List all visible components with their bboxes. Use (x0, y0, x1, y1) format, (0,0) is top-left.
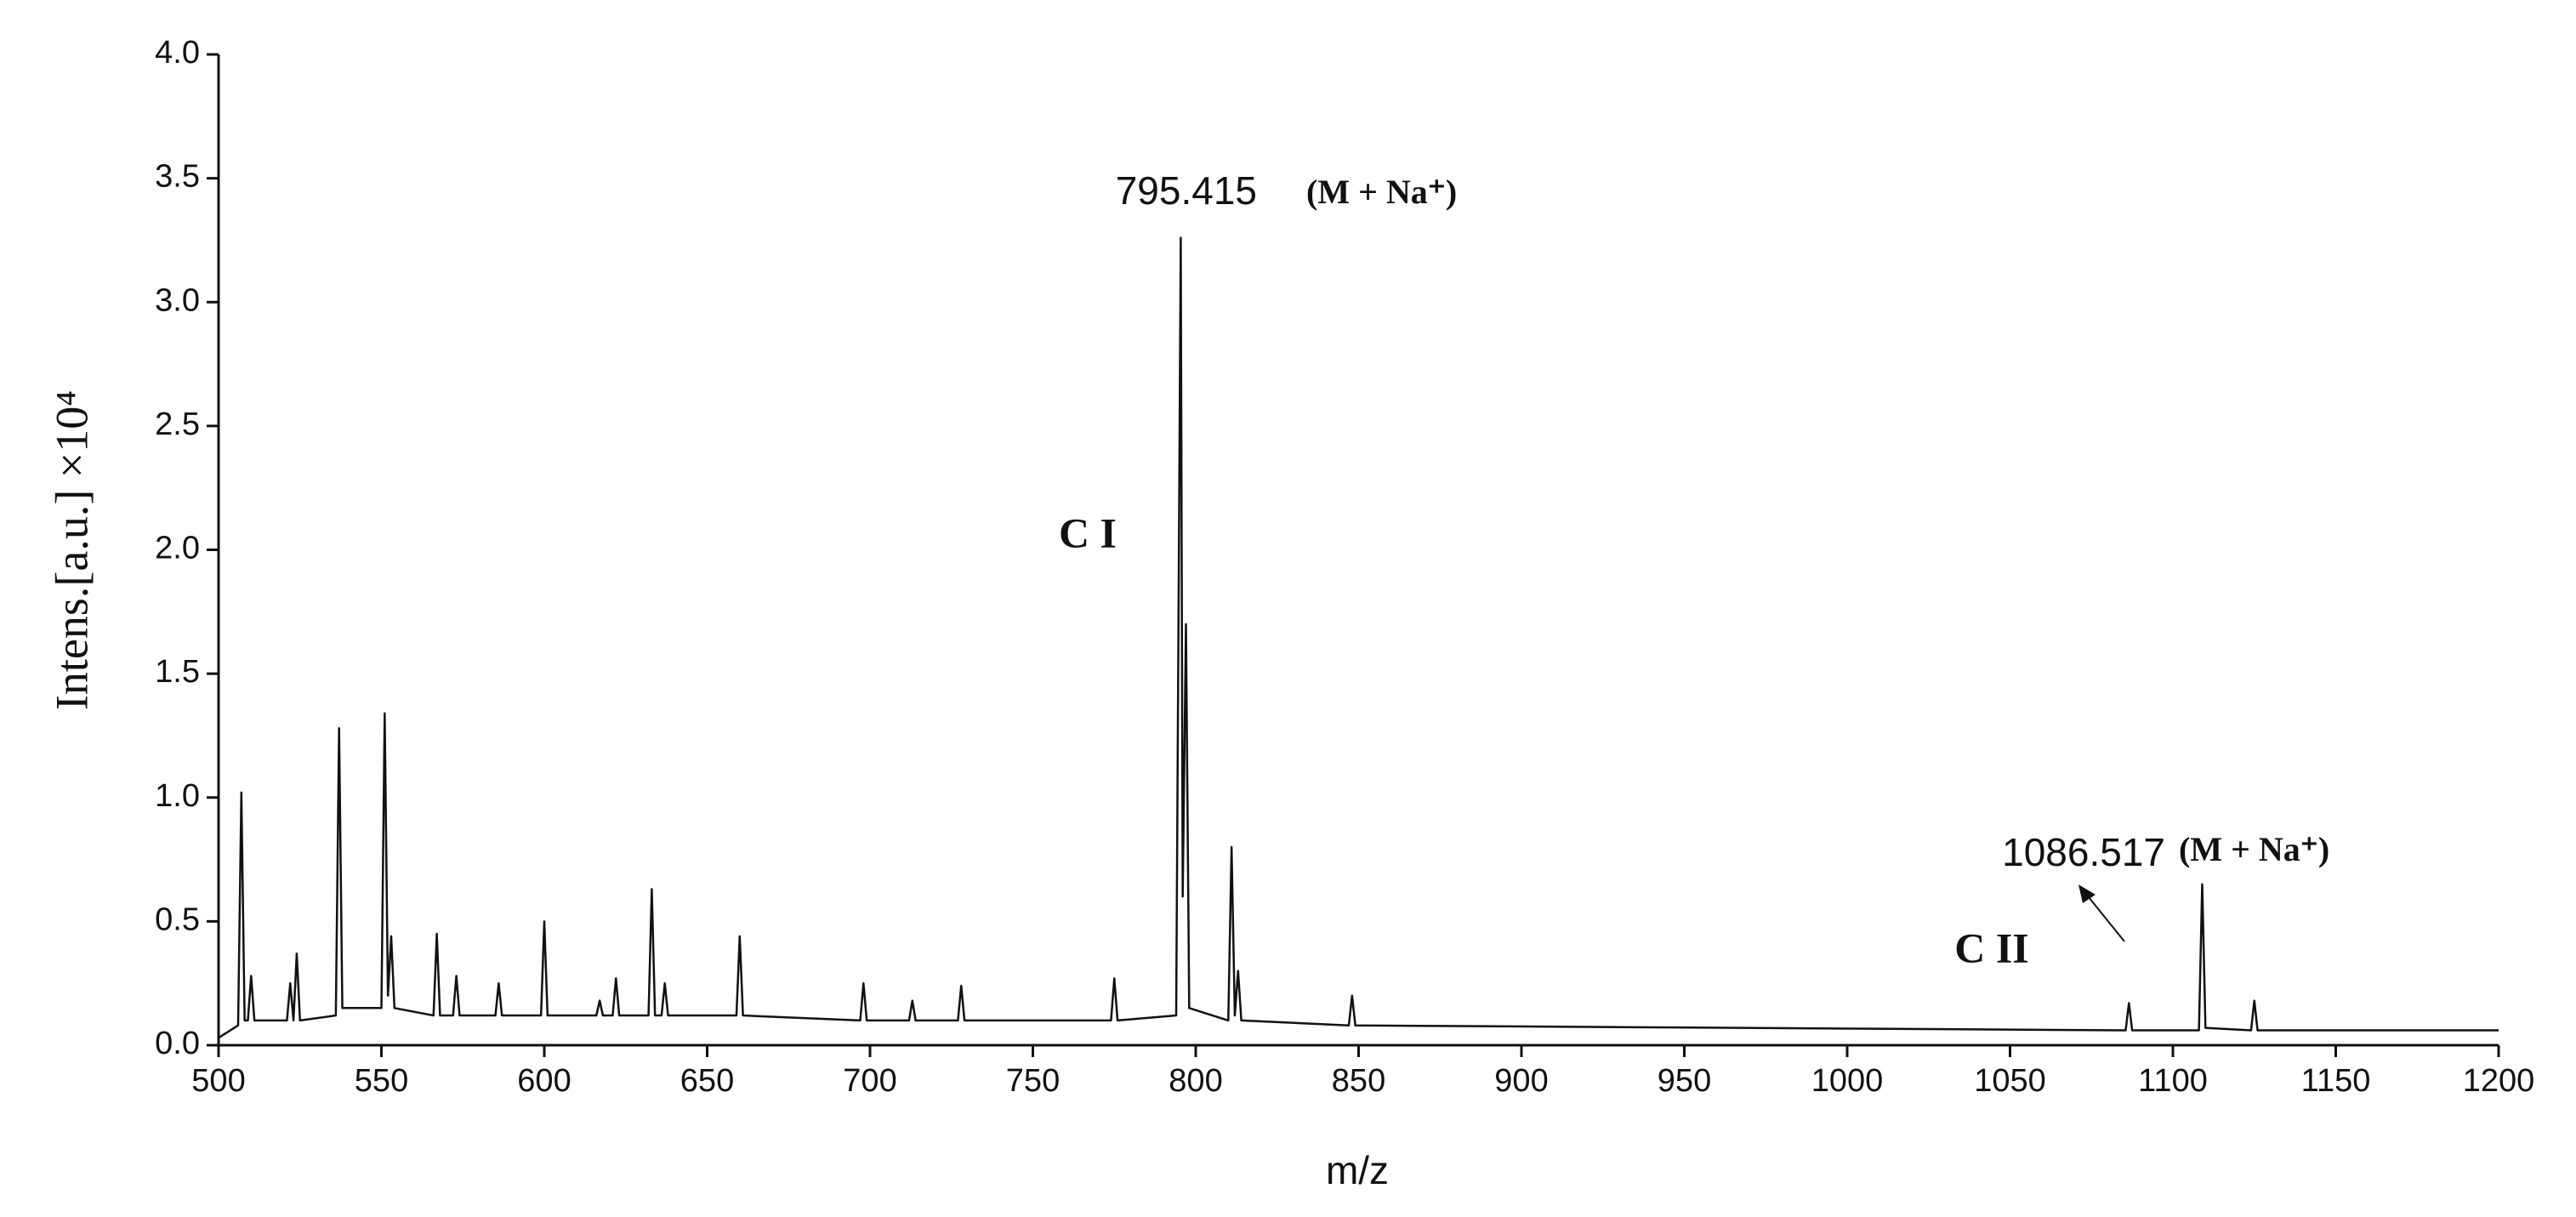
x-tick-label: 1000 (1811, 1063, 1884, 1099)
x-tick-label: 800 (1169, 1063, 1222, 1099)
y-axis-label: Intens.[a.u.] ×10⁴ (46, 390, 97, 710)
y-tick-label: 0.0 (155, 1026, 200, 1061)
y-tick-label: 3.0 (155, 282, 200, 318)
y-tick-label: 2.0 (155, 531, 200, 566)
x-tick-label: 900 (1494, 1063, 1548, 1099)
x-tick-label: 1150 (2301, 1063, 2371, 1099)
compound-label: C I (1059, 509, 1117, 556)
y-tick-label: 4.0 (155, 35, 200, 71)
compound-label: C II (1954, 924, 2029, 971)
x-tick-label: 750 (1006, 1063, 1060, 1099)
x-tick-label: 500 (191, 1063, 245, 1099)
y-tick-label: 1.5 (155, 654, 200, 690)
peak-label: 795.415 (1116, 168, 1257, 213)
x-tick-label: 950 (1658, 1063, 1711, 1099)
x-tick-label: 1100 (2138, 1063, 2208, 1099)
y-tick-label: 2.5 (155, 407, 200, 442)
y-tick-label: 1.0 (155, 778, 200, 814)
x-tick-label: 650 (680, 1063, 734, 1099)
ion-label: (M + Na⁺) (2179, 830, 2329, 868)
arrow-shaft (2084, 892, 2125, 942)
y-tick-label: 3.5 (155, 159, 200, 195)
x-axis-label: m/z (1326, 1148, 1389, 1192)
x-tick-label: 850 (1332, 1063, 1385, 1099)
x-tick-label: 550 (355, 1063, 408, 1099)
x-tick-label: 700 (843, 1063, 896, 1099)
arrow-head (2078, 884, 2095, 903)
x-tick-label: 1050 (1974, 1063, 2046, 1099)
peak-label: 1086.517 (2002, 830, 2165, 874)
spectrum-line (218, 236, 2499, 1039)
y-tick-label: 0.5 (155, 901, 200, 937)
x-tick-label: 600 (517, 1063, 571, 1099)
x-tick-label: 1200 (2463, 1063, 2535, 1099)
ion-label: (M + Na⁺) (1306, 173, 1457, 211)
